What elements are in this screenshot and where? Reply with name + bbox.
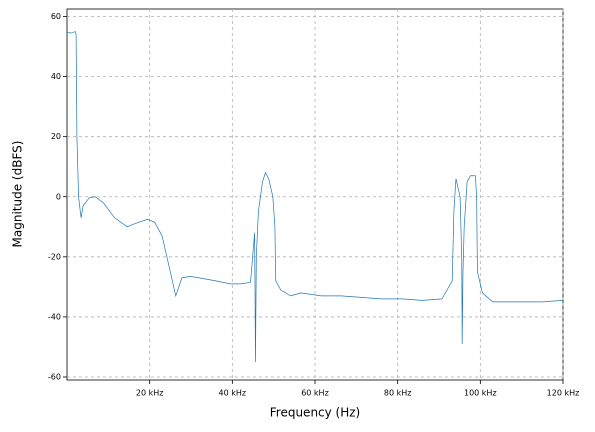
y-tick-label: -20 [48,252,61,261]
y-tick-label: 20 [51,132,61,141]
y-tick-label: 40 [51,72,61,81]
x-tick-label: 100 kHz [464,389,497,398]
x-tick-label: 40 kHz [219,389,247,398]
y-tick-label: 60 [51,12,61,21]
y-tick-label: -60 [48,372,61,381]
x-tick-label: 80 kHz [384,389,412,398]
x-axis-label: Frequency (Hz) [270,406,361,420]
data-line [66,31,564,362]
y-axis-label: Magnitude (dBFS) [11,141,25,248]
y-tick-label: -40 [48,312,61,321]
x-tick-label: 60 kHz [301,389,329,398]
x-tick-label: 120 kHz [547,389,580,398]
y-tick-label: 0 [56,192,61,201]
x-tick-label: 20 kHz [136,389,164,398]
